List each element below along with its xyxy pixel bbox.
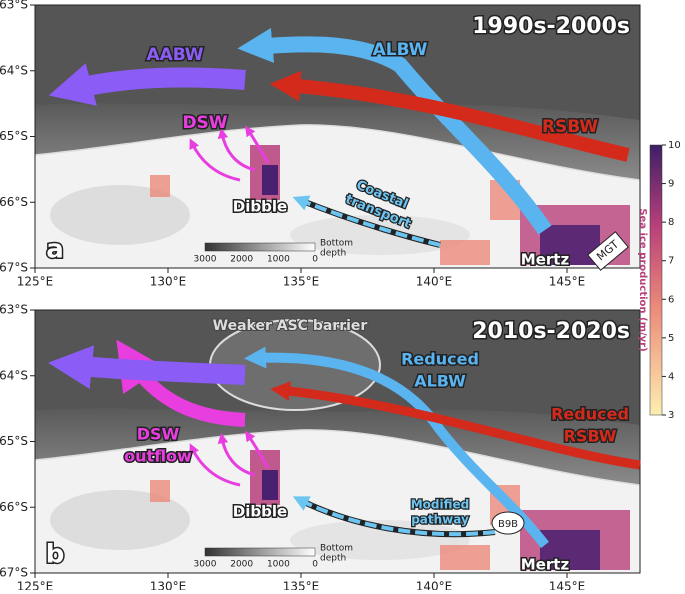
iceberg: B9B xyxy=(498,519,518,530)
colorbar-tick-label: 7 xyxy=(668,256,674,267)
dibble: Dibble xyxy=(233,198,287,216)
aabw: AABW xyxy=(146,45,203,65)
colorbar xyxy=(649,144,663,416)
depth-label: Bottom xyxy=(320,239,353,249)
dsw: DSW xyxy=(137,425,180,444)
panel-label: b xyxy=(46,540,65,570)
depth-tick: 3000 xyxy=(194,560,217,570)
lon-label: 145°E xyxy=(549,275,586,289)
colorbar-tick-label: 6 xyxy=(668,294,674,305)
colorbar-label: Sea ice production (m/yr) xyxy=(637,208,648,351)
transport: Modified xyxy=(411,498,470,512)
depth-tick: 2000 xyxy=(230,255,253,265)
colorbar-tick-label: 9 xyxy=(668,179,674,190)
rsbw: Reduced xyxy=(551,405,629,424)
depth-tick: 1000 xyxy=(267,255,290,265)
lon-label: 140°E xyxy=(416,275,453,289)
barrier: Weaker ASC barrier xyxy=(213,318,368,334)
rsbw: RSBW xyxy=(542,117,598,137)
albw: ALBW xyxy=(414,372,466,391)
lon-label: 135°E xyxy=(283,580,320,591)
lon-label: 125°E xyxy=(17,275,54,289)
lat-label: 64°S xyxy=(0,368,28,382)
lat-label: 65°S xyxy=(0,434,28,448)
lat-label: 67°S xyxy=(0,261,28,275)
lon-label: 145°E xyxy=(549,580,586,591)
depth-label: depth xyxy=(320,554,346,564)
colorbar-tick-label: 3 xyxy=(668,410,674,421)
lat-label: 66°S xyxy=(0,195,28,209)
lat-label: 63°S xyxy=(0,303,28,317)
period: 2010s-2020s xyxy=(472,319,630,344)
mertz: Mertz xyxy=(521,556,570,574)
lon-label: 130°E xyxy=(150,580,187,591)
depth-label: Bottom xyxy=(320,544,353,554)
albw: ALBW xyxy=(373,40,428,60)
rsbw: RSBW xyxy=(564,427,617,446)
albw: Reduced xyxy=(401,350,479,369)
mertz: Mertz xyxy=(521,251,570,269)
dsw: DSW xyxy=(182,113,227,133)
lat-label: 64°S xyxy=(0,63,28,77)
panel-label: a xyxy=(46,235,64,265)
lon-label: 130°E xyxy=(150,275,187,289)
colorbar-tick-label: 10 xyxy=(668,140,681,151)
dsw: outflow xyxy=(124,447,192,466)
dibble: Dibble xyxy=(233,503,287,521)
lat-label: 66°S xyxy=(0,500,28,514)
depth-tick: 2000 xyxy=(230,560,253,570)
depth-tick: 0 xyxy=(312,560,318,570)
lon-label: 140°E xyxy=(416,580,453,591)
depth-label: depth xyxy=(320,249,346,259)
lat-label: 65°S xyxy=(0,129,28,143)
lat-label: 67°S xyxy=(0,566,28,580)
period: 1990s-2000s xyxy=(472,14,630,39)
depth-tick: 1000 xyxy=(267,560,290,570)
lon-label: 135°E xyxy=(283,275,320,289)
lon-label: 125°E xyxy=(17,580,54,591)
lat-label: 63°S xyxy=(0,0,28,12)
depth-tick: 0 xyxy=(312,255,318,265)
colorbar-tick-label: 8 xyxy=(668,217,674,228)
transport: pathway xyxy=(411,513,469,527)
colorbar-tick-label: 4 xyxy=(668,371,674,382)
colorbar-tick-label: 5 xyxy=(668,333,674,344)
depth-tick: 3000 xyxy=(194,255,217,265)
